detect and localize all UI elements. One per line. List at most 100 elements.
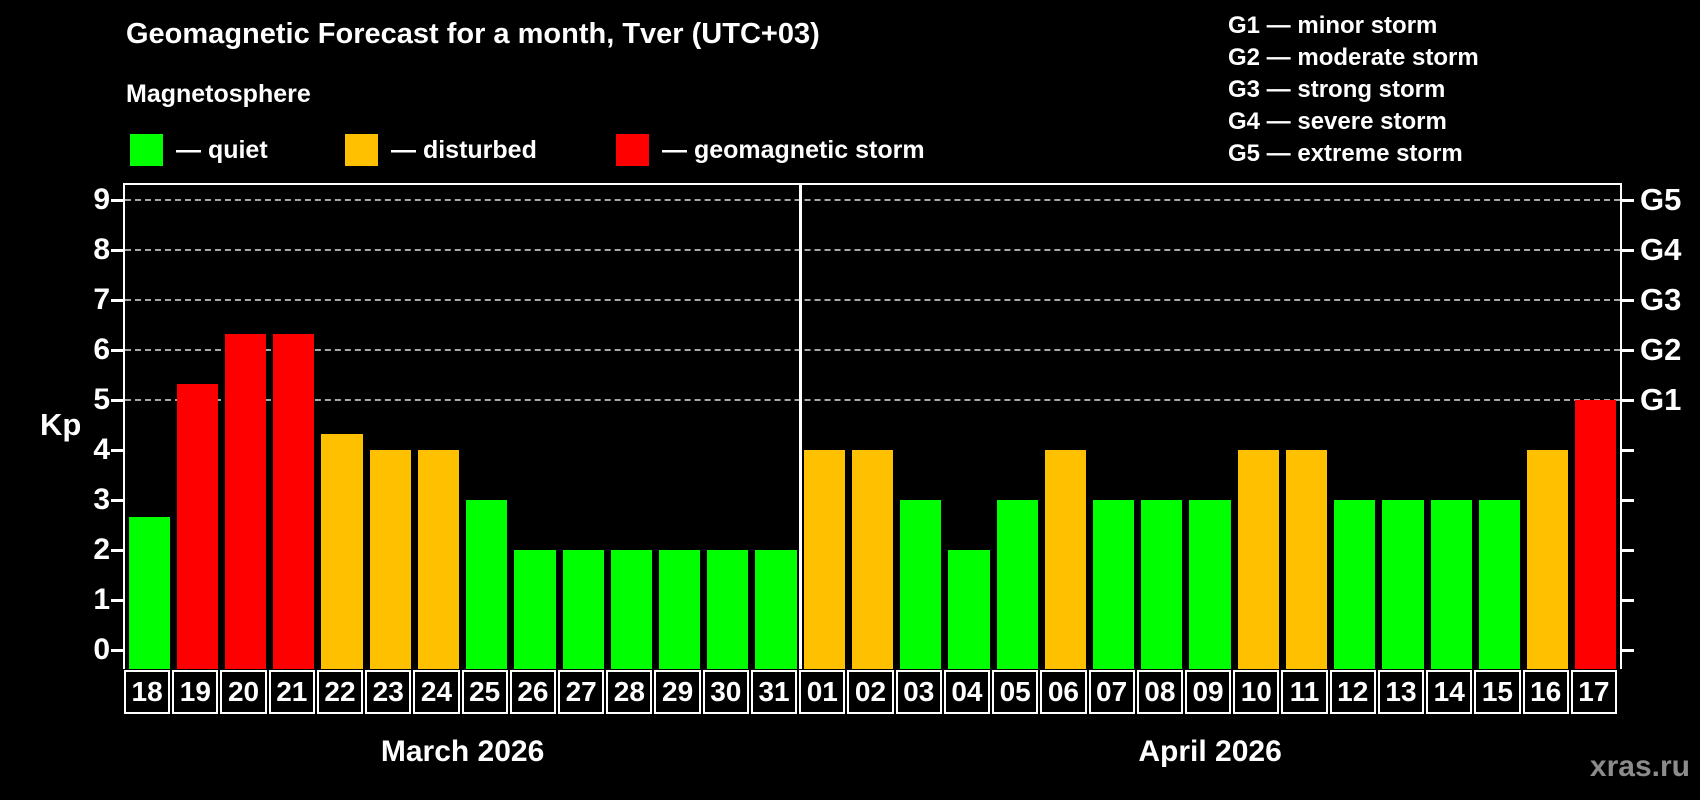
kp-bar-27 (562, 550, 604, 669)
kp-bar-07 (1093, 500, 1135, 669)
left-tick-8 (111, 248, 123, 252)
date-label-11: 11 (1281, 670, 1328, 714)
y-tick-label-3: 3 (93, 483, 110, 516)
kp-bar-24 (417, 450, 460, 669)
kp-bar-04 (948, 550, 990, 669)
storm-scale-g4: G4 — severe storm (1228, 108, 1447, 135)
left-tick-1 (111, 598, 123, 602)
date-label-09: 09 (1184, 670, 1232, 714)
y-tick-label-1: 1 (93, 583, 110, 616)
kp-bar-21 (273, 333, 315, 669)
gridline-kp5 (125, 399, 1620, 401)
kp-bar-16 (1527, 450, 1569, 669)
storm-scale-g3: G3 — strong storm (1228, 76, 1446, 103)
left-tick-4 (111, 448, 123, 452)
g-axis-label-g2: G2 (1640, 332, 1682, 367)
kp-bar-26 (514, 550, 556, 669)
right-tick-3 (1622, 498, 1634, 502)
gridline-kp6 (125, 349, 1620, 351)
date-label-25: 25 (461, 670, 508, 714)
kp-bar-17 (1575, 400, 1617, 669)
date-label-19: 19 (172, 670, 219, 714)
y-axis-label: Kp (40, 407, 82, 442)
kp-bar-29 (658, 550, 701, 669)
gridline-kp7 (125, 299, 1620, 301)
left-tick-7 (111, 298, 123, 302)
kp-bar-09 (1189, 500, 1231, 669)
month-divider-line (798, 185, 802, 669)
storm-scale-g1: G1 — minor storm (1228, 12, 1438, 39)
kp-bar-31 (755, 550, 797, 669)
kp-bar-05 (996, 500, 1038, 669)
date-label-13: 13 (1377, 670, 1425, 714)
kp-bar-08 (1141, 500, 1183, 669)
date-label-21: 21 (268, 670, 315, 714)
y-tick-label-9: 9 (93, 183, 110, 216)
kp-bar-06 (1044, 450, 1086, 669)
left-tick-0 (111, 648, 123, 652)
date-label-29: 29 (654, 670, 701, 714)
kp-bar-28 (610, 550, 652, 669)
legend-swatch-disturbed (345, 134, 378, 166)
kp-bar-18 (128, 516, 170, 669)
kp-bar-30 (707, 550, 749, 669)
right-tick-6 (1622, 348, 1634, 352)
y-tick-label-6: 6 (93, 333, 110, 366)
left-tick-3 (111, 498, 123, 502)
legend-swatch-quiet (130, 134, 163, 166)
left-tick-6 (111, 348, 123, 352)
y-tick-label-8: 8 (93, 233, 110, 266)
date-label-14: 14 (1426, 670, 1473, 714)
kp-bar-03 (900, 500, 942, 669)
kp-bar-15 (1478, 500, 1521, 669)
page-title: Geomagnetic Forecast for a month, Tver (… (126, 18, 820, 50)
date-label-04: 04 (943, 670, 991, 714)
storm-scale-legend: G1 — minor storm G2 — moderate storm G3 … (1228, 10, 1479, 170)
date-label-17: 17 (1570, 670, 1617, 714)
date-label-26: 26 (509, 670, 557, 714)
right-tick-2 (1622, 548, 1634, 552)
storm-scale-g5: G5 — extreme storm (1228, 140, 1463, 167)
date-label-28: 28 (606, 670, 653, 714)
kp-bar-22 (321, 433, 363, 669)
date-label-10: 10 (1233, 670, 1280, 714)
date-label-03: 03 (895, 670, 942, 714)
gridline-kp8 (125, 249, 1620, 251)
date-label-23: 23 (365, 670, 412, 714)
month-label-1: April 2026 (1138, 735, 1282, 768)
left-tick-9 (111, 198, 123, 202)
right-tick-1 (1622, 598, 1634, 602)
date-label-02: 02 (847, 670, 894, 714)
date-label-18: 18 (124, 670, 171, 714)
date-label-15: 15 (1474, 670, 1521, 714)
y-tick-label-2: 2 (93, 533, 110, 566)
legend-label-storm: — geomagnetic storm (662, 136, 925, 164)
kp-bar-19 (176, 383, 218, 669)
left-tick-5 (111, 398, 123, 402)
g-axis-label-g1: G1 (1640, 382, 1682, 417)
watermark: xras.ru (1589, 750, 1690, 783)
kp-bar-10 (1237, 450, 1279, 669)
date-label-08: 08 (1136, 670, 1183, 714)
left-tick-2 (111, 548, 123, 552)
kp-bar-11 (1285, 450, 1328, 669)
y-tick-label-5: 5 (93, 383, 110, 416)
date-label-12: 12 (1329, 670, 1376, 714)
y-tick-label-7: 7 (93, 283, 110, 316)
g-axis-label-g5: G5 (1640, 182, 1682, 217)
kp-bar-23 (369, 450, 411, 669)
right-tick-5 (1622, 398, 1634, 402)
date-label-30: 30 (702, 670, 749, 714)
g-axis-label-g3: G3 (1640, 282, 1682, 317)
right-tick-4 (1622, 448, 1634, 452)
date-label-16: 16 (1522, 670, 1569, 714)
kp-bar-14 (1430, 500, 1472, 669)
date-label-22: 22 (316, 670, 364, 714)
date-label-06: 06 (1040, 670, 1087, 714)
kp-bar-20 (224, 333, 267, 669)
date-label-05: 05 (992, 670, 1039, 714)
gridline-kp9 (125, 199, 1620, 201)
date-label-01: 01 (799, 670, 846, 714)
x-axis-date-row: 18 19 20 21 22 23 24 25 26 27 28 29 30 31 01 02 03 04 05 06… (123, 670, 1622, 716)
date-label-31: 31 (750, 670, 798, 714)
